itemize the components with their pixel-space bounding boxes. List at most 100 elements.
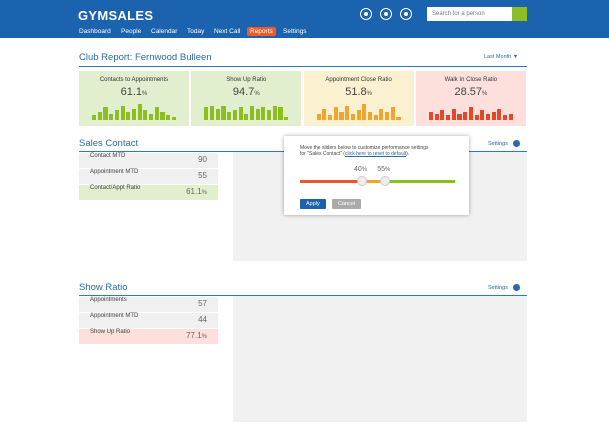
spark-bar [244,113,249,120]
spark-bar [451,108,456,120]
search-button[interactable] [512,7,527,21]
row-value: 61.1% [186,187,207,196]
table-row: Show Up Ratio 77.1% [79,329,218,345]
settings-link[interactable]: Settings [488,285,508,291]
icon-button[interactable] [380,8,392,20]
spark-bar [232,110,237,120]
icon-button[interactable] [400,8,412,20]
section-title: Sales Contact [79,138,139,149]
period-select[interactable]: Last Month ▼ [484,54,519,60]
settings-icon[interactable] [513,284,520,291]
row-value: 90 [198,155,207,164]
spark-bar [272,105,277,120]
spark-bar [154,107,159,120]
spark-bar [373,115,378,120]
reset-link[interactable]: click here to reset to default [344,151,407,157]
spark-bar [333,107,338,120]
unit: % [366,91,372,97]
spark-bar [221,105,226,120]
spark-bar [497,108,502,120]
spark-bar [390,107,395,120]
value: 40 [354,166,362,173]
spark-bar [255,108,260,120]
kpi-card: Appointment Close Ratio 51.8% [303,71,414,126]
row-value: 44 [198,315,207,324]
row-value: 57 [198,299,207,308]
spark-bar [440,110,445,120]
logo: GYMSALES [78,8,154,23]
spark-bar [485,113,491,120]
settings-link[interactable]: Settings [488,141,508,147]
slider-knob[interactable] [357,176,367,186]
card-title: Appointment Close Ratio [325,77,392,83]
spark-bar [463,112,468,120]
unit: % [385,167,391,173]
slider-knob[interactable] [380,176,391,186]
spark-bar [385,112,390,120]
unit: % [254,91,260,97]
nav-item[interactable]: Calendar [151,28,178,35]
value: 55 [377,166,386,173]
row-label: Contact/Appt Ratio [90,185,141,191]
spark-bar [316,113,321,120]
slider-mid [362,180,386,183]
spark-bar [120,105,125,120]
unit: % [142,91,148,97]
spark-bar [350,113,355,120]
nav-item[interactable]: Settings [283,28,307,35]
spark-bar [210,105,215,120]
spark-bar [137,104,142,120]
nav-item[interactable]: People [121,28,142,35]
value: 44 [198,315,207,324]
table-row: Contact MTD 90 [79,153,218,169]
section-title: Club Report: Fernwood Bulleen [79,52,212,63]
spark-bar [126,112,131,120]
unit: % [361,167,368,173]
value: 57 [198,299,207,308]
table-row: Appointments 57 [79,297,218,313]
spark-bar [97,112,102,120]
unit: % [201,334,207,340]
spark-bar [457,113,462,120]
search-box[interactable]: Search for a person [427,7,512,21]
card-title: Walk In Close Ratio [444,77,498,83]
spark-bar [396,116,401,120]
spark-bar [238,107,243,120]
spark-bar [204,107,209,120]
value: 55 [198,171,207,180]
popup-text: Move the sliders below to customize perf… [300,145,429,151]
spark-bar [109,113,114,120]
spark-bar [434,113,439,120]
card-value: 61.1% [79,86,189,98]
spark-bar [267,110,272,120]
spark-bar [284,116,289,120]
value: 77.1 [186,331,202,340]
spark-bar [508,113,513,120]
card-title: Show Up Ratio [226,77,267,83]
spark-bar [278,107,283,120]
settings-icon[interactable] [513,140,520,147]
sparkline [428,104,513,120]
spark-bar [367,112,373,120]
spark-bar [227,112,232,120]
chart-panel [233,296,527,422]
spark-bar [339,112,344,120]
spark-bar [480,110,485,120]
nav-item[interactable]: Today [187,28,205,35]
nav-item[interactable]: Reports [247,27,276,36]
apply-button[interactable]: Apply [300,199,326,209]
spark-bar [249,105,255,120]
spark-bar [362,104,367,120]
popup-text: ). [406,151,410,157]
unit: % [481,91,488,97]
spark-bar [114,110,119,120]
nav-item[interactable]: Dashboard [79,28,111,35]
cancel-button[interactable]: Cancel [332,199,362,209]
value: 28.57 [454,86,482,98]
sparkline [204,104,289,120]
icon-button[interactable] [360,8,372,20]
rule [79,66,527,67]
nav-item[interactable]: Next Call [214,28,241,35]
spark-bar [491,112,496,120]
popup: Move the sliders below to customize perf… [284,136,469,215]
